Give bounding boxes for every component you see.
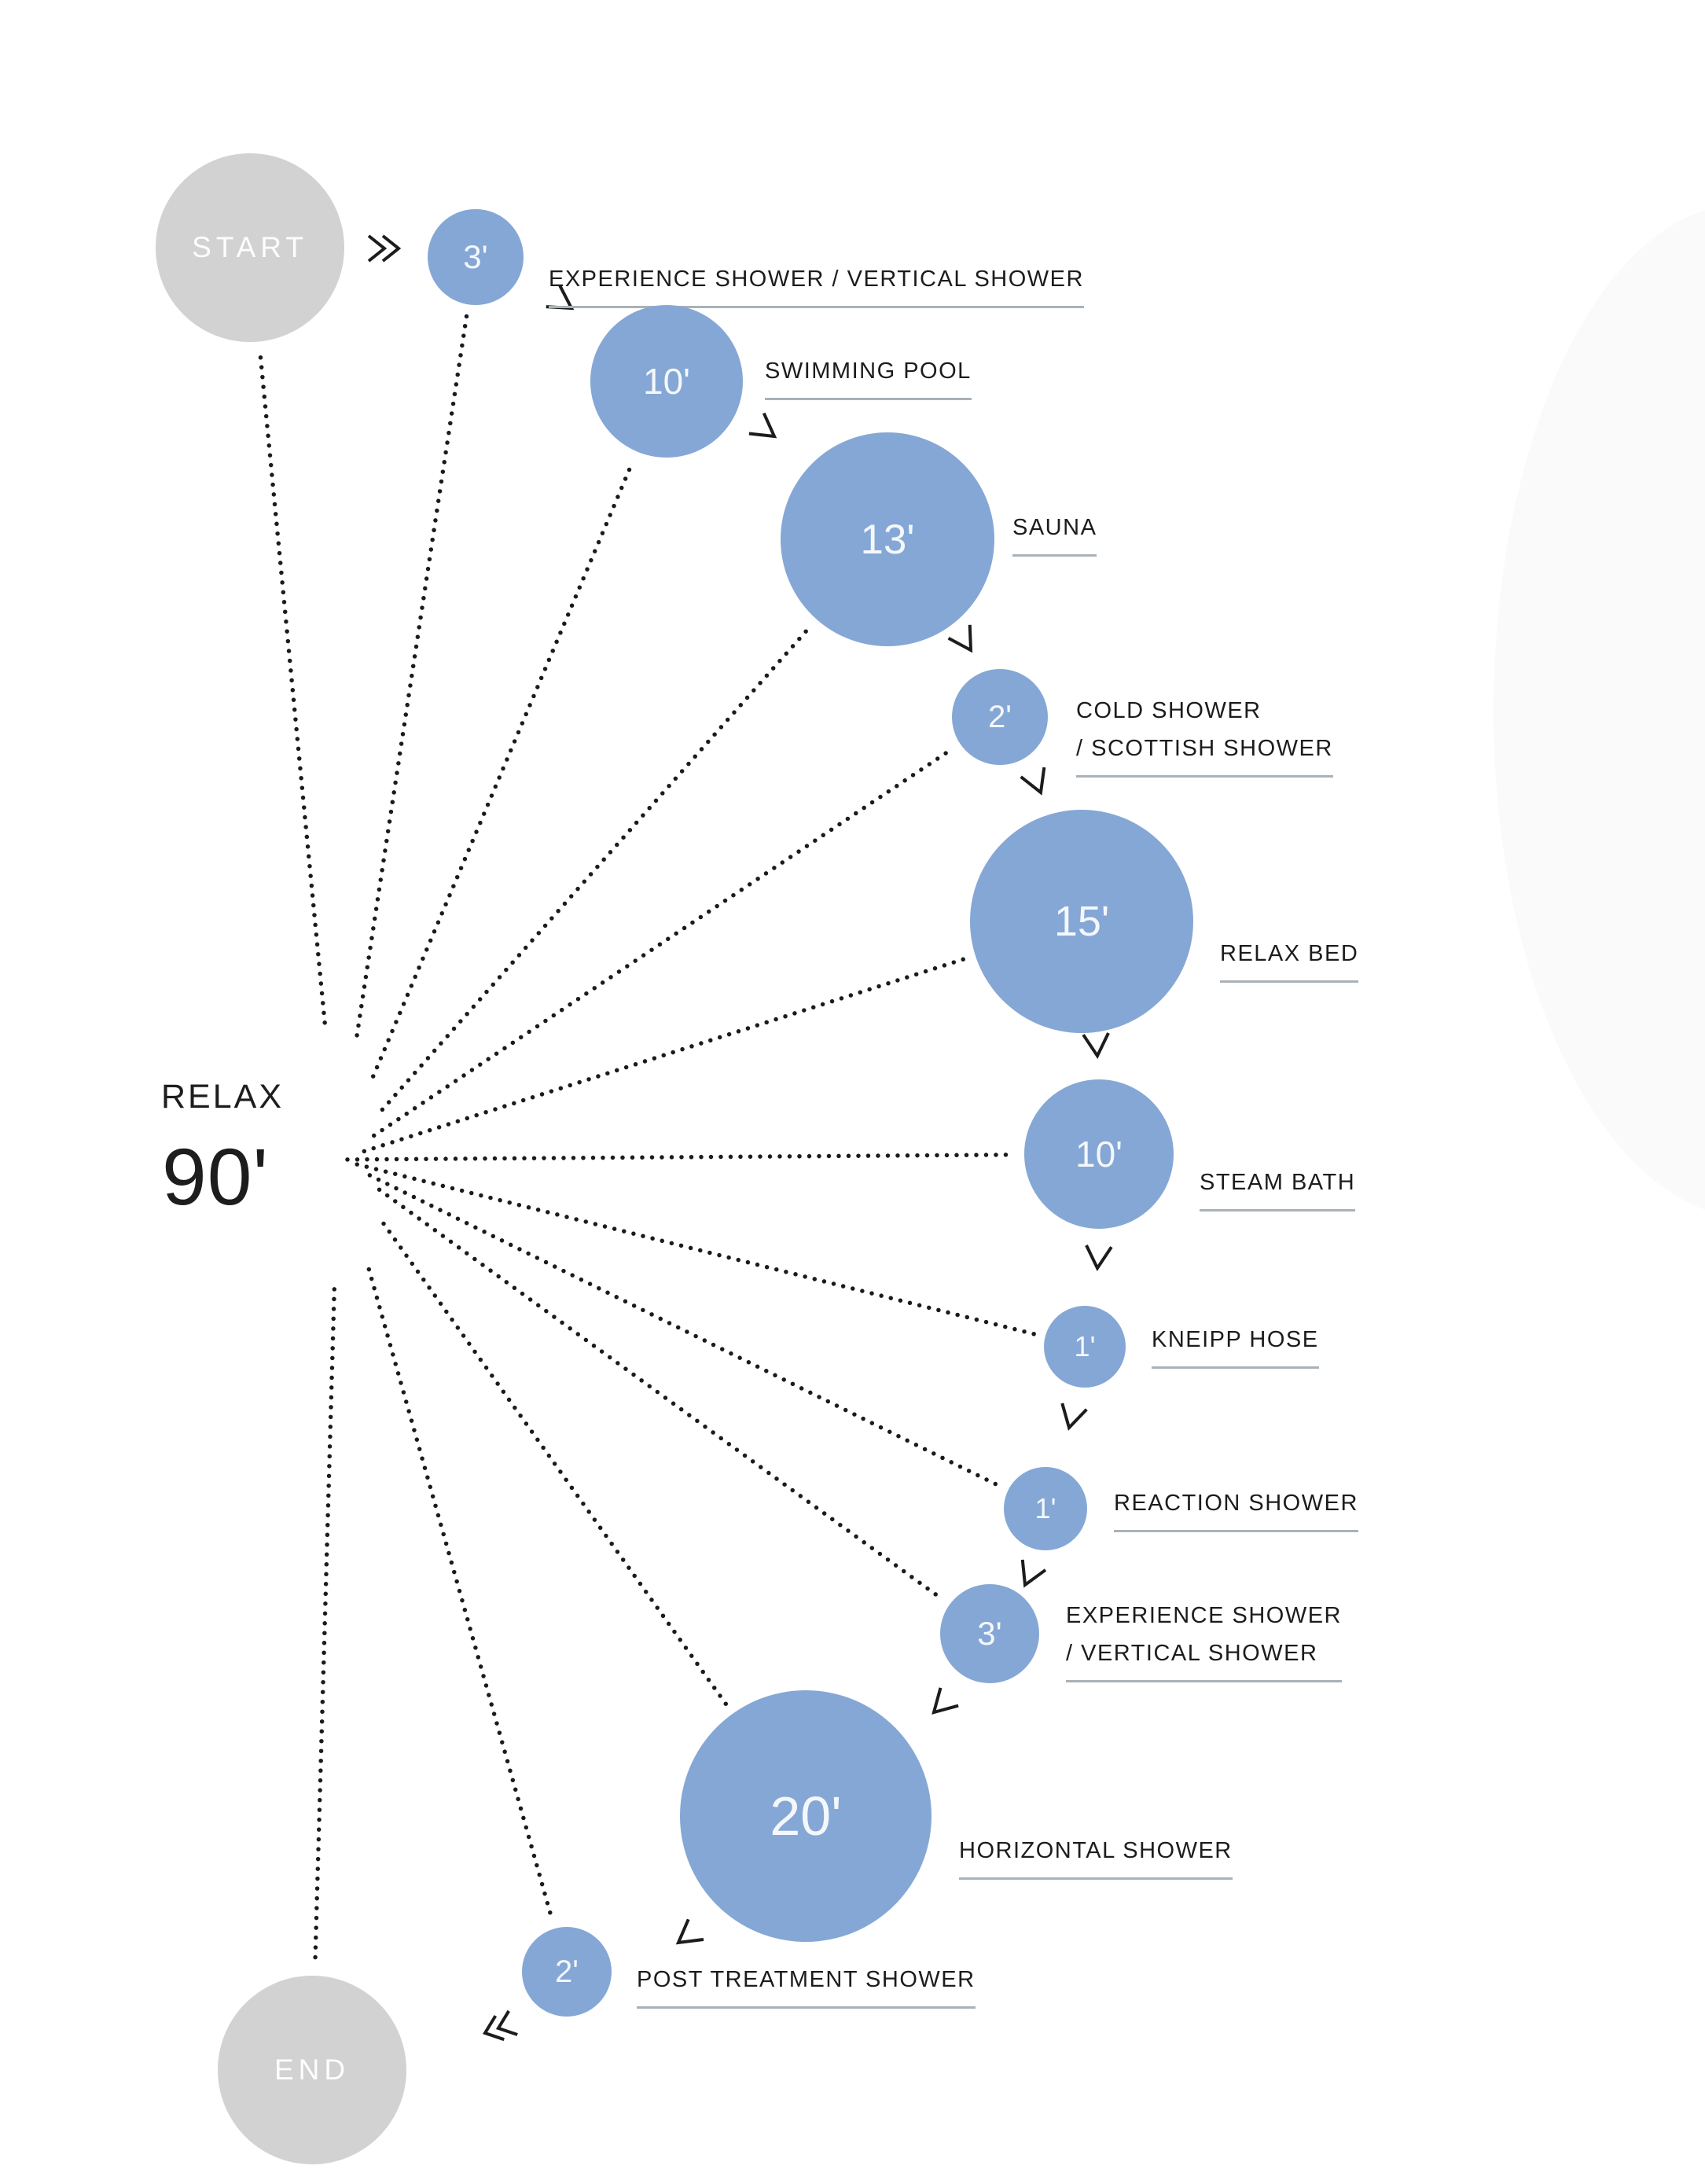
dotted-connector (380, 625, 812, 1112)
station-label-line: SWIMMING POOL (765, 358, 972, 384)
station-label-line: POST TREATMENT SHOWER (637, 1967, 976, 1992)
terminal-label-start: START (192, 231, 308, 263)
dotted-connector (313, 1287, 337, 1967)
station-label: REACTION SHOWER (1114, 1484, 1358, 1532)
station-label: SAUNA (1012, 509, 1097, 557)
chevron-icon (675, 1918, 704, 1945)
dotted-connector (377, 1187, 943, 1601)
station-label-line: KNEIPP HOSE (1152, 1327, 1319, 1352)
station-duration: 10' (1075, 1134, 1123, 1175)
terminal-node-end: END (218, 1976, 406, 2164)
station-duration: 2' (555, 1954, 579, 1989)
dotted-connector (366, 1267, 554, 1921)
dotted-connector (355, 1162, 1037, 1337)
terminal-label-end: END (274, 2053, 351, 2086)
station-label: COLD SHOWER / SCOTTISH SHOWER (1076, 692, 1333, 778)
dotted-connector (362, 956, 968, 1154)
station-circle-1: 3' (428, 209, 524, 305)
station-label: EXPERIENCE SHOWER / VERTICAL SHOWER (1066, 1597, 1342, 1682)
station-duration: 2' (988, 699, 1012, 734)
station-circle-10: 20' (680, 1690, 932, 1942)
station-label: POST TREATMENT SHOWER (637, 1961, 976, 2009)
dotted-connector (345, 1153, 1016, 1162)
terminal-node-start: START (156, 153, 344, 342)
chevron-icon (1060, 1403, 1088, 1431)
station-circle-6: 10' (1024, 1079, 1174, 1229)
double-chevron-icon (367, 234, 402, 263)
chevron-icon (748, 412, 777, 439)
chevron-icon (1082, 1032, 1110, 1060)
station-label-line: / VERTICAL SHOWER (1066, 1641, 1318, 1666)
station-label: SWIMMING POOL (765, 352, 972, 400)
station-duration: 20' (770, 1785, 842, 1847)
station-label: EXPERIENCE SHOWER / VERTICAL SHOWER (549, 260, 1084, 308)
station-label-line: HORIZONTAL SHOWER (959, 1838, 1233, 1863)
dotted-connector (355, 313, 469, 1038)
station-circle-2: 10' (590, 305, 743, 458)
station-duration: 1' (1074, 1330, 1096, 1362)
station-duration: 15' (1053, 898, 1110, 945)
station-circle-7: 1' (1044, 1306, 1126, 1388)
station-label-line: EXPERIENCE SHOWER (1066, 1603, 1342, 1628)
station-duration: 13' (860, 516, 915, 563)
chevron-icon (1020, 1559, 1047, 1588)
station-label: HORIZONTAL SHOWER (959, 1832, 1233, 1880)
station-duration: 3' (977, 1615, 1002, 1652)
station-label: STEAM BATH (1200, 1164, 1356, 1211)
station-circle-11: 2' (522, 1927, 612, 2017)
dotted-connector (258, 350, 327, 1025)
station-label-line: EXPERIENCE SHOWER / VERTICAL SHOWER (549, 267, 1084, 292)
station-duration: 3' (463, 238, 488, 275)
station-circle-5: 15' (970, 810, 1193, 1033)
chevron-icon (1085, 1245, 1113, 1272)
double-chevron-icon (482, 2009, 518, 2042)
station-duration: 10' (643, 361, 690, 402)
station-duration: 1' (1034, 1492, 1056, 1524)
station-circle-3: 13' (781, 432, 994, 646)
dotted-connector (381, 1221, 729, 1708)
station-label-line: RELAX BED (1220, 941, 1359, 966)
chevron-icon (1020, 767, 1046, 796)
relax-hub-duration: 90' (162, 1132, 269, 1222)
dotted-connector (367, 1173, 1001, 1488)
station-circle-8: 1' (1004, 1467, 1087, 1550)
station-label-line: COLD SHOWER (1076, 698, 1262, 723)
station-circle-9: 3' (940, 1584, 1039, 1683)
station-label-line: STEAM BATH (1200, 1170, 1356, 1195)
station-label-line: SAUNA (1012, 515, 1097, 540)
dotted-connector (371, 747, 954, 1138)
station-label-line: / SCOTTISH SHOWER (1076, 736, 1333, 761)
station-label-line: REACTION SHOWER (1114, 1491, 1358, 1516)
chevron-icon (947, 624, 973, 653)
dotted-connector (370, 459, 635, 1079)
station-circle-4: 2' (952, 669, 1048, 765)
chevron-icon (932, 1687, 959, 1715)
relax-hub-label: RELAX (161, 1078, 285, 1116)
station-label: KNEIPP HOSE (1152, 1321, 1319, 1369)
station-label: RELAX BED (1220, 935, 1359, 983)
